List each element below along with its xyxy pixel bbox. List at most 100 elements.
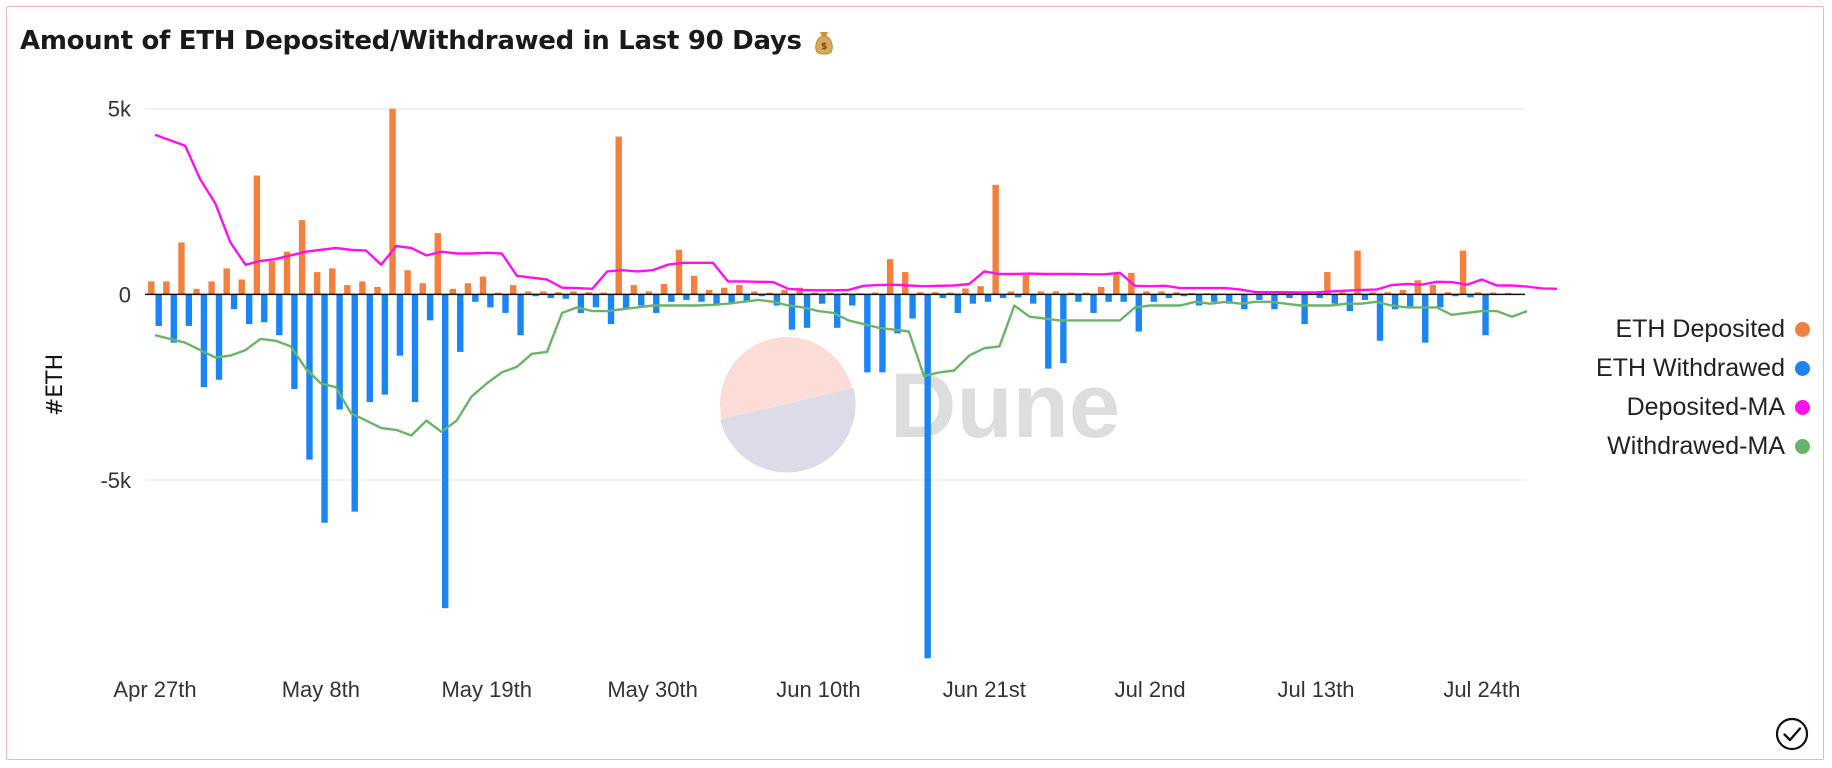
legend-item[interactable]: Withdrawed-MA: [1510, 427, 1810, 466]
y-axis: 5k 0 -5k: [100, 97, 132, 493]
y-tick-label: -5k: [100, 468, 132, 493]
bar-withdrawed: [291, 294, 298, 390]
bar-deposited: [555, 292, 562, 295]
bar-withdrawed: [622, 294, 630, 310]
bar-deposited: [962, 288, 969, 295]
bar-deposited: [1339, 292, 1346, 295]
bar-deposited: [1067, 292, 1075, 295]
bar-deposited: [223, 268, 230, 295]
bar-withdrawed: [1075, 294, 1082, 302]
bar-deposited: [1052, 291, 1060, 295]
money-bag-icon: $: [814, 31, 833, 55]
bar-withdrawed: [924, 294, 931, 659]
bar-withdrawed: [683, 294, 690, 300]
bar-withdrawed: [1406, 294, 1414, 308]
bar-deposited: [781, 289, 788, 295]
bar-withdrawed: [698, 294, 705, 302]
legend-item[interactable]: Deposited-MA: [1510, 388, 1810, 427]
bar-deposited: [1444, 292, 1452, 295]
bar-withdrawed: [562, 294, 569, 299]
bar-withdrawed: [1241, 294, 1248, 310]
bar-deposited: [645, 291, 653, 295]
bar-deposited: [1414, 280, 1422, 295]
bar-withdrawed: [969, 294, 977, 304]
bar-withdrawed: [396, 294, 404, 356]
bar-withdrawed: [1376, 294, 1384, 341]
bar-deposited: [1490, 292, 1497, 295]
bar-deposited: [1037, 291, 1045, 295]
bar-deposited: [947, 292, 954, 295]
x-tick-label: May 30th: [607, 677, 698, 702]
check-circle-icon[interactable]: [1775, 717, 1809, 751]
bar-withdrawed: [788, 294, 796, 330]
bar-deposited: [434, 233, 441, 295]
x-tick-label: Jun 10th: [776, 677, 860, 702]
bar-deposited: [1007, 291, 1014, 295]
bar-withdrawed: [1060, 294, 1067, 364]
x-tick-label: Jul 13th: [1277, 677, 1354, 702]
bar-deposited: [208, 281, 215, 295]
bar-withdrawed: [713, 294, 720, 306]
bar-deposited: [1384, 292, 1391, 295]
bar-withdrawed: [653, 294, 660, 313]
bar-withdrawed: [773, 294, 781, 306]
bar-withdrawed: [200, 294, 208, 388]
bar-withdrawed: [999, 294, 1007, 299]
bar-withdrawed: [743, 294, 750, 302]
bar-deposited: [675, 249, 683, 295]
bar-deposited: [615, 136, 622, 295]
bar-withdrawed: [487, 294, 494, 308]
bar-withdrawed: [1165, 294, 1173, 299]
legend-dot: [1795, 400, 1810, 415]
bar-withdrawed: [185, 294, 193, 326]
bar-deposited: [585, 292, 592, 295]
legend-label: ETH Deposited: [1615, 315, 1785, 343]
bar-withdrawed: [1195, 294, 1203, 306]
bar-deposited: [1474, 292, 1482, 295]
bar-withdrawed: [1090, 294, 1097, 313]
bar-deposited: [1505, 292, 1512, 295]
bar-withdrawed: [441, 294, 449, 609]
bar-withdrawed: [351, 294, 358, 512]
bar-deposited: [811, 292, 818, 295]
bar-deposited: [494, 292, 502, 295]
legend-item[interactable]: ETH Withdrawed: [1510, 349, 1810, 388]
bar-withdrawed: [1226, 294, 1233, 304]
bar-withdrawed: [668, 294, 675, 302]
bar-deposited: [886, 259, 894, 295]
bar-withdrawed: [366, 294, 373, 403]
bar-withdrawed: [1150, 294, 1158, 302]
bar-withdrawed: [1361, 294, 1369, 300]
x-tick-label: May 8th: [282, 677, 360, 702]
bar-deposited: [1188, 292, 1195, 295]
bar-withdrawed: [1256, 294, 1263, 300]
bar-deposited: [449, 288, 457, 295]
bar-deposited: [1143, 291, 1150, 295]
bar-withdrawed: [939, 294, 946, 299]
y-tick-label: 5k: [108, 97, 132, 122]
bar-withdrawed: [155, 294, 162, 326]
bar-deposited: [660, 283, 668, 295]
bar-withdrawed: [577, 294, 585, 313]
bars: [148, 108, 1512, 659]
bar-withdrawed: [1120, 294, 1127, 302]
bar-deposited: [721, 287, 728, 295]
x-tick-label: Jul 24th: [1443, 677, 1520, 702]
bar-withdrawed: [321, 294, 328, 523]
bar-withdrawed: [230, 294, 238, 310]
bar-deposited: [1369, 292, 1376, 295]
bar-withdrawed: [336, 294, 343, 410]
bar-deposited: [1158, 291, 1165, 295]
bar-withdrawed: [1482, 294, 1489, 336]
bar-withdrawed: [849, 294, 856, 306]
bar-withdrawed: [879, 294, 886, 373]
ma-lines: [154, 133, 1558, 437]
bar-deposited: [1098, 286, 1105, 295]
bar-deposited: [359, 281, 366, 295]
bar-withdrawed: [758, 294, 766, 297]
bar-deposited: [479, 276, 487, 295]
bar-withdrawed: [607, 294, 615, 325]
legend-item[interactable]: ETH Deposited: [1510, 310, 1810, 349]
bar-withdrawed: [411, 294, 419, 403]
bar-withdrawed: [1422, 294, 1429, 343]
